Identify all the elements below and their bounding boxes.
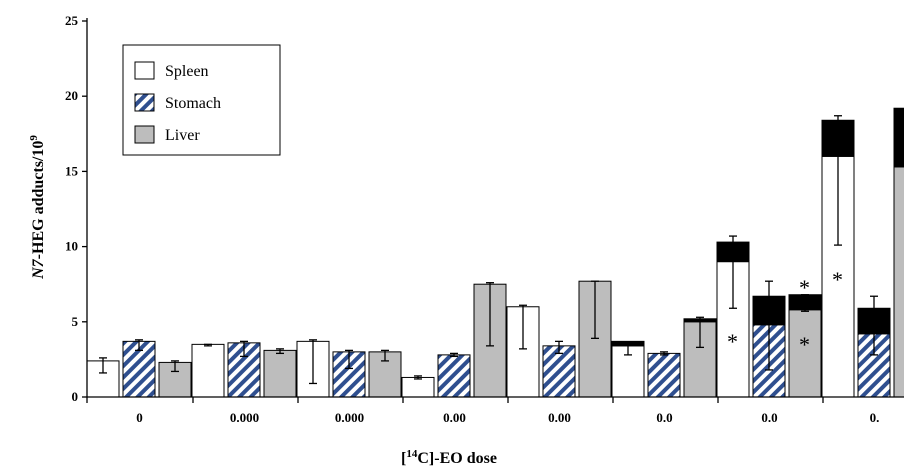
y-tick-label: 10 — [65, 239, 78, 254]
axes — [86, 18, 904, 398]
significance-stars-layer: * * * * — [727, 267, 843, 357]
y-axis-title-superscript: 9 — [28, 135, 40, 141]
bar-liver — [788, 309, 822, 398]
bar-stomach — [647, 352, 681, 398]
x-tick-label: 0 — [136, 410, 143, 425]
bar-liver — [893, 166, 904, 398]
y-axis-title-italic: N7 — [30, 258, 47, 280]
legend-swatch-stomach — [134, 93, 155, 112]
legend-label-stomach: Stomach — [165, 95, 221, 112]
y-axis-title-main: -HEG adducts/10 — [30, 141, 47, 260]
x-ticks: 0 0.000 0.000 0.00 0.00 0.0 0.0 0. — [86, 397, 880, 425]
significance-star: * — [799, 332, 810, 357]
bar-spleen — [191, 343, 225, 398]
y-tick-label: 25 — [65, 13, 79, 28]
y-tick-label: 5 — [72, 314, 79, 329]
legend-swatch-liver — [134, 125, 155, 144]
x-tick-label: 0.000 — [230, 410, 259, 425]
x-tick-label: 0. — [870, 410, 880, 425]
y-ticks: 0 5 10 15 20 25 — [65, 13, 87, 404]
significance-star: * — [727, 329, 738, 354]
bar-black-segment — [893, 107, 904, 168]
x-tick-label: 0.00 — [548, 410, 571, 425]
bar-liver — [263, 349, 297, 398]
bar-stomach — [437, 354, 471, 398]
y-tick-label: 15 — [65, 163, 79, 178]
x-axis-title-main: C]-EO dose — [417, 450, 497, 467]
legend-label-liver: Liver — [165, 127, 200, 144]
x-tick-label: 0.000 — [335, 410, 364, 425]
bar-spleen — [401, 376, 435, 398]
y-tick-label: 0 — [72, 389, 79, 404]
legend: Spleen Stomach Liver — [122, 44, 281, 156]
y-tick-label: 20 — [65, 88, 78, 103]
legend-label-spleen: Spleen — [165, 63, 209, 80]
error-bars-layer — [99, 115, 878, 385]
x-axis-title-superscript: 14 — [406, 448, 418, 460]
x-tick-label: 0.0 — [656, 410, 672, 425]
legend-swatch-spleen — [134, 61, 155, 80]
x-axis-title-prefix: [ — [401, 450, 406, 467]
bar-stomach — [542, 345, 576, 398]
significance-star: * — [832, 267, 843, 292]
significance-star-top: * — [799, 275, 810, 300]
x-axis-title: [14C]-EO dose — [401, 448, 497, 467]
x-tick-label: 0.00 — [443, 410, 466, 425]
x-tick-label: 0.0 — [761, 410, 777, 425]
y-axis-title: N7-HEG adducts/109 — [28, 135, 47, 280]
